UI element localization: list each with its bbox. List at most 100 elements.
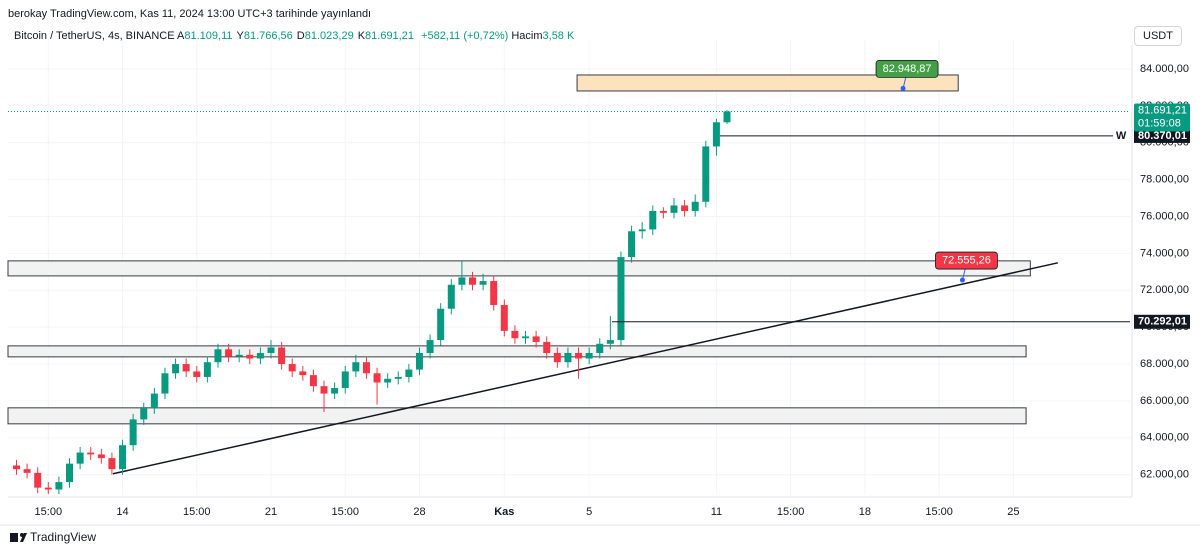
candle-body (384, 378, 392, 383)
line-tag: W (1116, 130, 1127, 142)
zone (576, 74, 959, 92)
x-tick-label: 28 (413, 506, 425, 518)
candle-body (172, 364, 180, 374)
candle-body (331, 388, 339, 394)
candle-body (76, 452, 84, 464)
candle-body (214, 349, 222, 363)
x-tick-label: 5 (586, 506, 592, 518)
candle-body (373, 373, 381, 383)
candle-body (681, 205, 689, 211)
x-tick-label: Kas (494, 506, 514, 518)
price-label-text: 82.948,87 (883, 63, 932, 75)
candle-body (320, 386, 328, 394)
candle-body (723, 111, 731, 123)
candle-body (203, 362, 211, 377)
x-tick-label: 15:00 (777, 506, 805, 518)
candle-body (362, 362, 370, 374)
candle-body (267, 347, 275, 353)
candle-body (97, 454, 105, 459)
price-badge-label: 70.292,01 (1138, 316, 1187, 328)
ohlc-value: 81.691,21 (365, 30, 414, 42)
candle-body (490, 281, 498, 306)
brand: TradingView (30, 530, 96, 544)
candle-body (649, 210, 657, 230)
candle-body (161, 373, 169, 394)
y-tick-label: 62.000,00 (1140, 469, 1189, 481)
candle-body (225, 349, 233, 357)
candle-body (553, 352, 561, 363)
x-tick-label: 15:00 (35, 506, 63, 518)
y-tick-label: 78.000,00 (1140, 174, 1189, 186)
candle-body (150, 393, 158, 409)
x-tick-label: 15:00 (331, 506, 359, 518)
candle-body (712, 122, 720, 147)
candle-body (34, 472, 42, 488)
candle-body (66, 463, 74, 483)
price-badge (1134, 128, 1190, 143)
x-tick-label: 15:00 (183, 506, 211, 518)
price-badge-label: 80.370,01 (1138, 130, 1187, 142)
candle-body (129, 419, 137, 446)
candle-body (596, 343, 604, 353)
y-tick-label: 72.000,00 (1140, 284, 1189, 296)
candle-body (437, 308, 445, 341)
price-badge (1134, 314, 1190, 329)
candle-body (256, 352, 264, 359)
volume-key: Hacim (511, 30, 543, 42)
volume-value: 3,58 K (542, 30, 575, 42)
candle-body (405, 369, 413, 377)
y-tick-label: 84.000,00 (1140, 63, 1189, 75)
zone (7, 345, 1027, 358)
candle-body (458, 277, 466, 285)
candle-body (23, 469, 31, 473)
candle-body (108, 458, 116, 470)
x-tick-label: 25 (1007, 506, 1019, 518)
trendline (112, 262, 1059, 475)
candle-body (119, 445, 127, 470)
y-tick-label: 64.000,00 (1140, 432, 1189, 444)
ohlc: A81.109,11 Y81.766,56 D81.023,29 K81.691,21 (177, 30, 418, 42)
y-tick-label: 76.000,00 (1140, 210, 1189, 222)
y-tick-label: 74.000,00 (1140, 247, 1189, 259)
ohlc-value: 81.023,29 (304, 30, 354, 42)
candle-body (511, 330, 519, 339)
candle-body (193, 371, 201, 377)
y-tick-label: 66.000,00 (1140, 395, 1189, 407)
candle-body (500, 305, 508, 331)
candle-body (628, 231, 636, 258)
ohlc-value: 81.109,11 (184, 30, 233, 42)
x-tick-label: 14 (116, 506, 128, 518)
price-label-box (875, 59, 939, 78)
candle-body (235, 354, 243, 357)
candle-body (426, 340, 434, 353)
x-tick-label: 21 (265, 506, 277, 518)
candle-body (87, 452, 95, 455)
candle-body (670, 205, 678, 213)
ohlc-value: 81.766,56 (243, 30, 293, 42)
candle-body (55, 482, 63, 490)
currency-button[interactable]: USDT (1134, 26, 1182, 46)
candle-body (617, 257, 625, 341)
candle-body (415, 352, 423, 370)
ohlc-key: Y (236, 30, 244, 42)
candle-body (309, 375, 317, 387)
candle-body (288, 364, 296, 372)
candle-body (447, 284, 455, 309)
change: +582,11 (+0,72%) (421, 30, 509, 42)
candle-body (44, 487, 52, 490)
price-label-text: 72.555,26 (942, 254, 991, 266)
candle-body (246, 354, 254, 359)
price-label-box (935, 251, 998, 270)
candle-body (702, 146, 710, 202)
candle-body (575, 352, 583, 359)
candle-body (564, 352, 572, 363)
candle-body (468, 277, 476, 285)
candle-body (638, 229, 646, 232)
candle-body (299, 371, 307, 376)
tv-logo (10, 533, 27, 542)
candle-body (522, 336, 530, 339)
candle-body (543, 341, 551, 353)
ohlc-key: A (177, 30, 185, 42)
